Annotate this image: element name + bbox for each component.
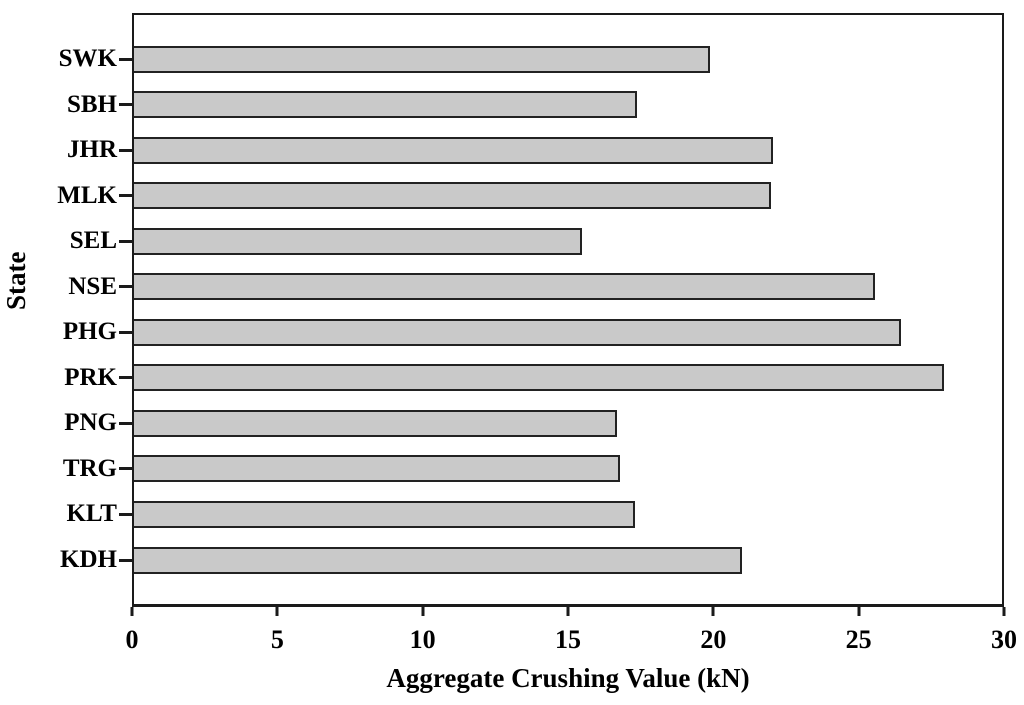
y-category-label-jhr: JHR (67, 136, 117, 164)
y-category-label-swk: SWK (58, 45, 117, 72)
plot-area (119, 13, 1004, 607)
y-category-label-trg: TRG (62, 454, 117, 482)
y-category-label-mlk: MLK (57, 181, 117, 209)
bar-klt (134, 500, 635, 528)
x-axis-title: Aggregate Crushing Value (kN) (386, 663, 750, 693)
y-tick-sbh (119, 103, 132, 107)
x-tick-label-30: 30 (991, 625, 1017, 654)
bar-prk (134, 364, 945, 392)
bar-trg (134, 455, 621, 483)
y-category-label-nse: NSE (68, 272, 117, 300)
bar-sel (134, 227, 583, 255)
y-category-label-klt: KLT (66, 500, 117, 528)
x-tick-20 (711, 607, 715, 616)
bar-jhr (134, 136, 774, 164)
y-tick-trg (119, 467, 132, 471)
x-tick-label-20: 20 (700, 625, 727, 654)
y-tick-jhr (119, 148, 132, 152)
y-tick-phg (119, 330, 132, 334)
x-tick-label-10: 10 (409, 625, 436, 654)
y-tick-nse (119, 285, 132, 289)
y-tick-prk (119, 376, 132, 380)
x-tick-10 (421, 607, 425, 616)
bar-nse (134, 273, 875, 301)
bar-mlk (134, 182, 771, 210)
y-category-label-sel: SEL (69, 227, 117, 255)
x-tick-5 (275, 607, 279, 616)
bar-phg (134, 318, 901, 346)
x-axis-tick-labels: 0 5 10 15 20 25 30 (126, 624, 1018, 658)
x-tick-label-25: 25 (845, 625, 872, 654)
x-tick-label-0: 0 (125, 625, 139, 654)
y-tick-mlk (119, 194, 132, 198)
y-tick-kdh (119, 558, 132, 562)
bar-png (134, 409, 618, 437)
y-tick-swk (119, 57, 132, 61)
x-axis-ticks (130, 607, 1006, 619)
x-tick-label-5: 5 (270, 625, 284, 654)
y-category-label-prk: PRK (64, 363, 117, 391)
x-tick-label-15: 15 (555, 625, 581, 654)
y-tick-sel (119, 239, 132, 243)
y-tick-png (119, 421, 132, 425)
bar-kdh (134, 546, 742, 574)
bar-sbh (134, 91, 638, 119)
x-tick-0 (130, 607, 134, 616)
bar-swk (134, 45, 710, 73)
x-tick-15 (566, 607, 570, 616)
y-tick-klt (119, 512, 132, 516)
y-category-label-phg: PHG (62, 318, 117, 346)
y-category-label-png: PNG (64, 409, 117, 437)
x-tick-25 (857, 607, 861, 616)
y-category-label-kdh: KDH (60, 546, 117, 573)
x-tick-30 (1002, 607, 1006, 616)
y-category-label-sbh: SBH (66, 90, 117, 118)
